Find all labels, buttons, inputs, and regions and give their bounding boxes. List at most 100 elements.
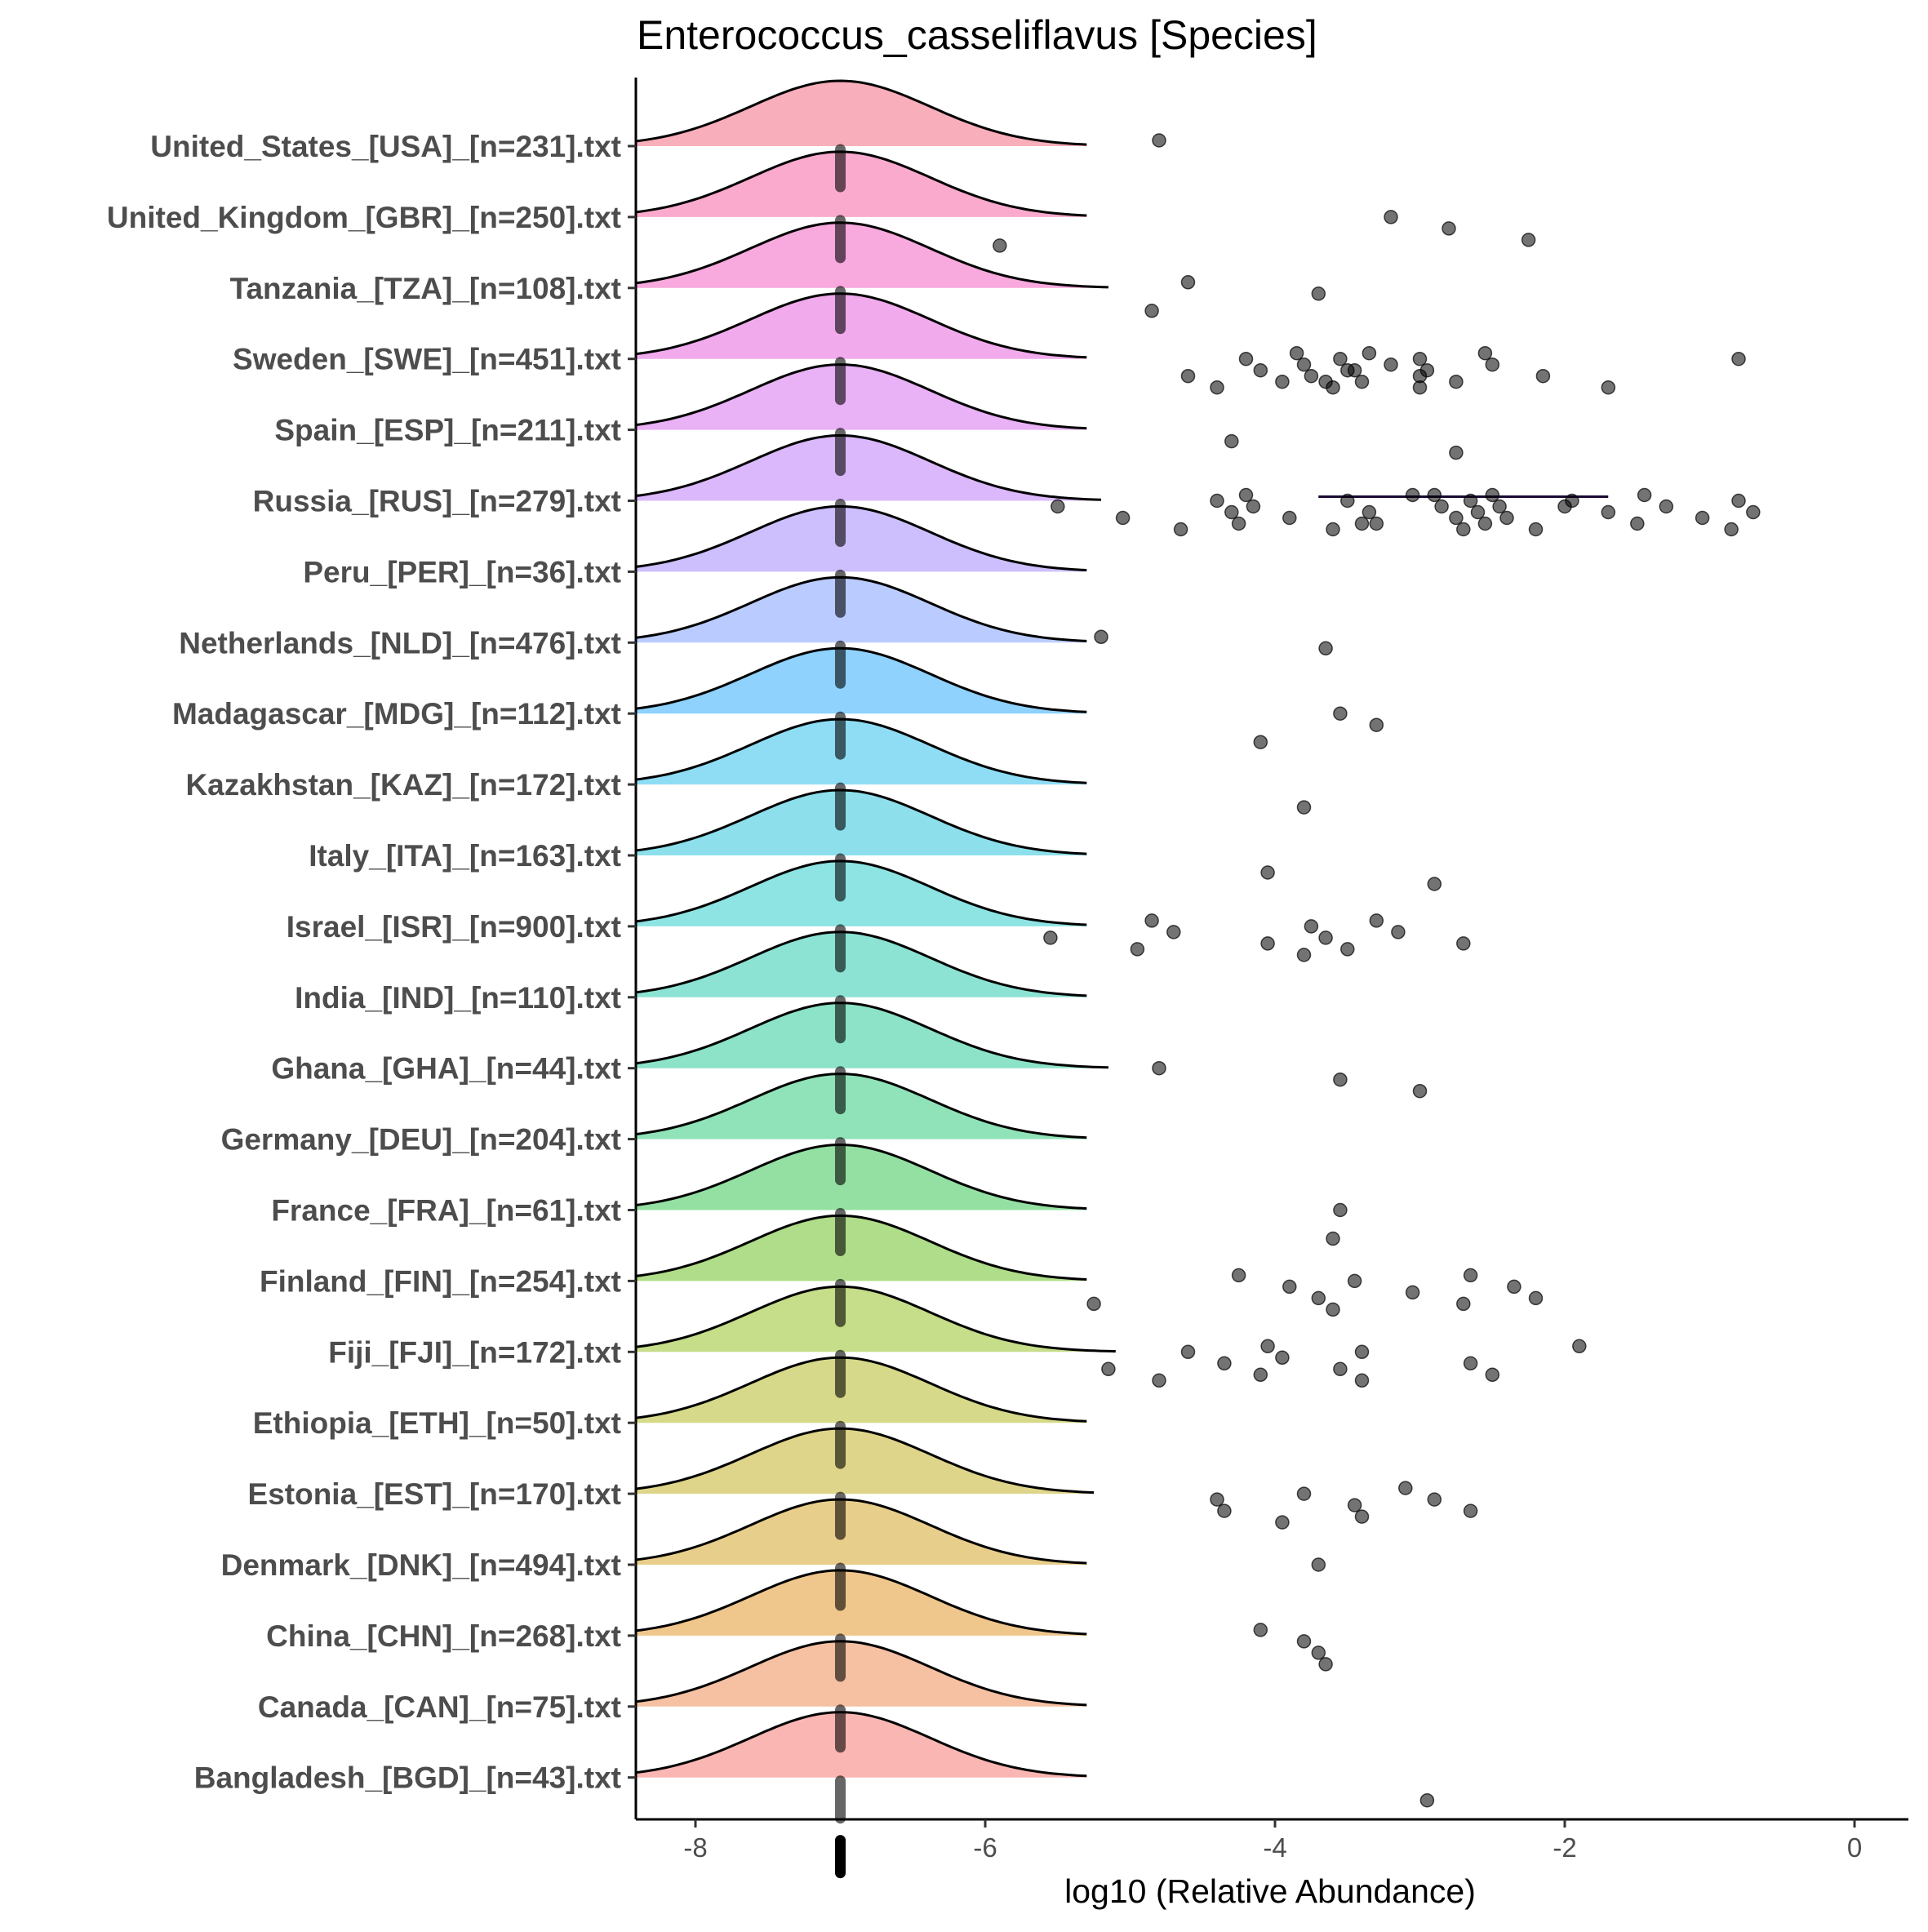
y-tick-label: Denmark_[DNK]_[n=494].txt: [221, 1548, 621, 1582]
y-tick-label: Ethiopia_[ETH]_[n=50].txt: [253, 1406, 621, 1440]
data-point-russia: [1477, 516, 1493, 531]
data-point-sweden: [1412, 351, 1428, 366]
ridge-fill-netherlands: [636, 577, 1087, 643]
ridge-fill-peru: [636, 506, 1087, 572]
data-point-russia: [1456, 522, 1471, 537]
x-axis-label: log10 (Relative Abundance): [1064, 1872, 1476, 1910]
data-point-russia: [1434, 499, 1449, 514]
data-point-estonia: [1275, 1515, 1290, 1530]
data-point-estonia: [1347, 1498, 1362, 1512]
ridge-fill-fiji: [636, 1286, 1116, 1352]
data-point-sweden: [1535, 368, 1551, 384]
ridge-outline-spain: [635, 363, 1087, 430]
data-point-fiji: [1101, 1361, 1116, 1377]
ridge-fill-bangladesh: [636, 1712, 1087, 1778]
y-tick-label: Germany_[DEU]_[n=204].txt: [221, 1123, 621, 1157]
data-point-russia: [1557, 499, 1572, 514]
data-point-china: [1311, 1646, 1326, 1660]
data-point-tanzania: [1311, 286, 1326, 301]
data-point-russia: [1362, 504, 1377, 520]
data-point-sweden: [1731, 351, 1746, 366]
data-point-tanzania: [1180, 275, 1196, 290]
data-point-united: [1521, 233, 1536, 247]
y-tick-label: Ghana_[GHA]_[n=44].txt: [271, 1052, 621, 1086]
data-point-madagascar: [1333, 706, 1348, 721]
ridge-fill-united: [636, 151, 1087, 217]
data-point-netherlands: [1094, 629, 1108, 645]
data-point-france: [1333, 1202, 1348, 1218]
ridge-fill-finland: [636, 1215, 1087, 1281]
data-point-russia: [1659, 499, 1674, 514]
data-point-finland: [1456, 1296, 1471, 1312]
data-point-israel: [1456, 936, 1471, 951]
data-point-russia: [1427, 487, 1442, 503]
ridge-outline-bangladesh: [635, 1711, 1087, 1778]
data-point-russia: [1369, 516, 1384, 531]
data-point-israel: [1369, 913, 1384, 928]
y-tick-label: Israel_[ISR]_[n=900].txt: [287, 910, 621, 944]
ridge-outline-peru: [635, 504, 1087, 571]
y-tick-label: Russia_[RUS]_[n=279].txt: [253, 485, 621, 518]
data-point-israel: [1391, 925, 1406, 939]
data-point-madagascar: [1253, 735, 1268, 749]
data-point-fiji: [1180, 1344, 1196, 1360]
ridge-outline-fiji: [635, 1285, 1116, 1353]
data-point-fiji: [1463, 1356, 1478, 1371]
ridge-fill-germany: [636, 1073, 1087, 1139]
data-point-estonia: [1296, 1486, 1312, 1501]
data-point-fiji: [1354, 1344, 1370, 1360]
y-tick-label: Peru_[PER]_[n=36].txt: [303, 555, 621, 588]
y-tick-label: Fiji_[FJI]_[n=172].txt: [328, 1335, 621, 1369]
data-point-sweden: [1289, 345, 1304, 361]
data-point-finland: [1231, 1268, 1246, 1283]
data-point-china: [1296, 1634, 1312, 1649]
data-point-china: [1253, 1623, 1268, 1637]
ridge-outline-canada: [635, 1640, 1087, 1707]
ridge-fill-estonia: [636, 1428, 1095, 1495]
data-point-israel: [1296, 948, 1312, 962]
data-point-denmark: [1311, 1557, 1326, 1572]
ridge-outline-estonia: [635, 1427, 1095, 1495]
data-point-russia: [1238, 487, 1254, 503]
data-point-russia: [1463, 493, 1478, 509]
data-point-united: [1442, 221, 1456, 236]
ridge-fill-ghana: [636, 1002, 1108, 1068]
ridge-fill-sweden: [636, 293, 1087, 359]
y-tick-label: India_[IND]_[n=110].txt: [295, 981, 621, 1015]
data-point-israel: [1043, 930, 1058, 945]
x-tick-label: 0: [1847, 1832, 1862, 1863]
ridge-outline-sweden: [635, 292, 1087, 359]
x-tick-label: -8: [683, 1832, 707, 1863]
ridge-fill-kazakhstan: [636, 719, 1087, 785]
ridge-outline-italy: [635, 788, 1087, 855]
data-point-sweden: [1601, 380, 1616, 395]
ridge-outline-ethiopia: [635, 1356, 1087, 1423]
points-layer: [993, 133, 1761, 1808]
data-point-finland: [1086, 1296, 1101, 1312]
data-point-united: [1384, 210, 1398, 224]
data-point-russia: [1326, 522, 1340, 537]
data-point-netherlands: [1318, 641, 1333, 656]
data-point-sweden: [1253, 362, 1268, 378]
y-tick-label: Canada_[CAN]_[n=75].txt: [258, 1690, 621, 1724]
data-point-israel: [1340, 942, 1355, 957]
ridge-outline-tanzania: [635, 221, 1108, 289]
data-point-russia: [1282, 510, 1297, 526]
data-point-russia: [1354, 516, 1370, 531]
data-point-israel: [1260, 936, 1275, 951]
data-point-russia: [1051, 499, 1065, 514]
ridge-fill-india: [636, 931, 1087, 997]
data-point-sweden: [1419, 362, 1435, 378]
y-tick-label: Italy_[ITA]_[n=163].txt: [309, 839, 621, 873]
ridge-fill-united: [636, 81, 1087, 146]
data-point-israel: [1304, 919, 1319, 934]
data-point-spain: [1224, 433, 1239, 449]
data-point-russia: [1746, 504, 1761, 520]
y-tick-label: Bangladesh_[BGD]_[n=43].txt: [194, 1761, 621, 1795]
data-point-ghana: [1152, 1060, 1166, 1076]
data-point-sweden: [1304, 368, 1319, 384]
data-point-sweden: [1180, 368, 1196, 384]
x-tick-label: -6: [973, 1832, 997, 1863]
chart-title: Enterococcus_casseliflavus [Species]: [637, 12, 1317, 58]
data-point-fiji: [1333, 1361, 1348, 1377]
